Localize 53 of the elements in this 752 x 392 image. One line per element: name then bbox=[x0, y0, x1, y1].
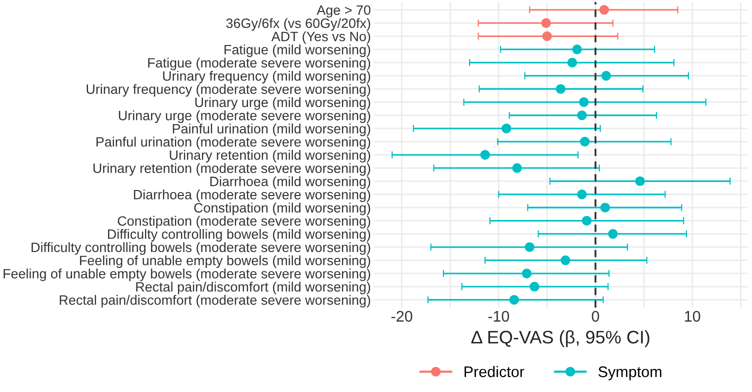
point bbox=[542, 31, 552, 42]
point bbox=[512, 163, 522, 173]
point bbox=[608, 229, 618, 239]
point bbox=[480, 150, 490, 160]
point bbox=[601, 70, 611, 81]
y-tick-label: Rectal pain/discomfort (mild worsening) bbox=[136, 282, 370, 294]
point bbox=[522, 268, 532, 278]
point bbox=[577, 190, 587, 200]
y-tick-label: Diarrhoea (moderate severe worsening) bbox=[134, 189, 370, 202]
y-tick-label: Urinary urge (moderate severe worsening) bbox=[118, 110, 370, 123]
y-tick-label: Urinary urge (mild worsening) bbox=[195, 97, 370, 110]
point bbox=[582, 216, 592, 226]
y-tick-label: Fatigue (moderate severe worsening) bbox=[148, 58, 370, 70]
y-tick-label: Urinary retention (mild worsening) bbox=[170, 150, 370, 163]
y-tick-label: Diarrhoea (mild worsening) bbox=[210, 176, 370, 189]
point bbox=[502, 124, 512, 134]
y-tick-label: Urinary retention (moderate severe worsening) bbox=[93, 163, 370, 176]
y-tick-label: Difficulty controlling bowels (mild worsening) bbox=[108, 229, 370, 242]
y-tick-label: Constipation (moderate severe worsening) bbox=[118, 216, 370, 228]
point bbox=[556, 84, 566, 94]
y-tick-label: Fatigue (mild worsening) bbox=[224, 44, 370, 58]
point bbox=[524, 242, 534, 252]
point bbox=[580, 136, 590, 147]
point bbox=[600, 202, 610, 212]
y-tick-label: Feeling of unable empty bowels (mild worsening) bbox=[80, 255, 370, 268]
point bbox=[578, 97, 589, 107]
x-tick-label: -10 bbox=[488, 310, 510, 322]
y-tick-label: Age > 70 bbox=[316, 5, 370, 18]
y-tick-label: Painful urination (moderate severe worsening) bbox=[96, 136, 370, 150]
point bbox=[509, 294, 519, 305]
y-tick-label: Difficulty controlling bowels (moderate severe worsening) bbox=[32, 242, 370, 255]
point bbox=[572, 44, 582, 54]
point bbox=[530, 282, 540, 292]
x-tick-label: 0 bbox=[592, 310, 600, 322]
point bbox=[599, 5, 610, 15]
point bbox=[635, 176, 645, 186]
point bbox=[567, 58, 578, 68]
legend-label: Symptom bbox=[598, 366, 662, 380]
y-tick-label: Urinary frequency (moderate severe worsening) bbox=[86, 84, 370, 97]
y-tick-label: Urinary frequency (mild worsening) bbox=[163, 70, 370, 84]
y-tick-label: 36Gy/6fx (vs 60Gy/20fx) bbox=[226, 18, 370, 31]
x-tick-label: -20 bbox=[391, 310, 412, 322]
y-tick-label: ADT (Yes vs No) bbox=[271, 31, 370, 44]
point bbox=[560, 255, 570, 266]
x-tick-label: 10 bbox=[684, 310, 700, 322]
point bbox=[577, 110, 587, 120]
y-tick-label: Constipation (mild worsening) bbox=[194, 202, 370, 216]
legend-label: Predictor bbox=[464, 366, 524, 378]
y-tick-label: Rectal pain/discomfort (moderate severe worsening) bbox=[60, 294, 370, 308]
y-tick-label: Feeling of unable empty bowels (moderate severe worsening) bbox=[4, 268, 370, 282]
y-tick-label: Painful urination (mild worsening) bbox=[172, 124, 370, 136]
x-axis-title: Δ EQ-VAS (β, 95% CI) bbox=[471, 330, 650, 348]
point bbox=[541, 18, 551, 28]
